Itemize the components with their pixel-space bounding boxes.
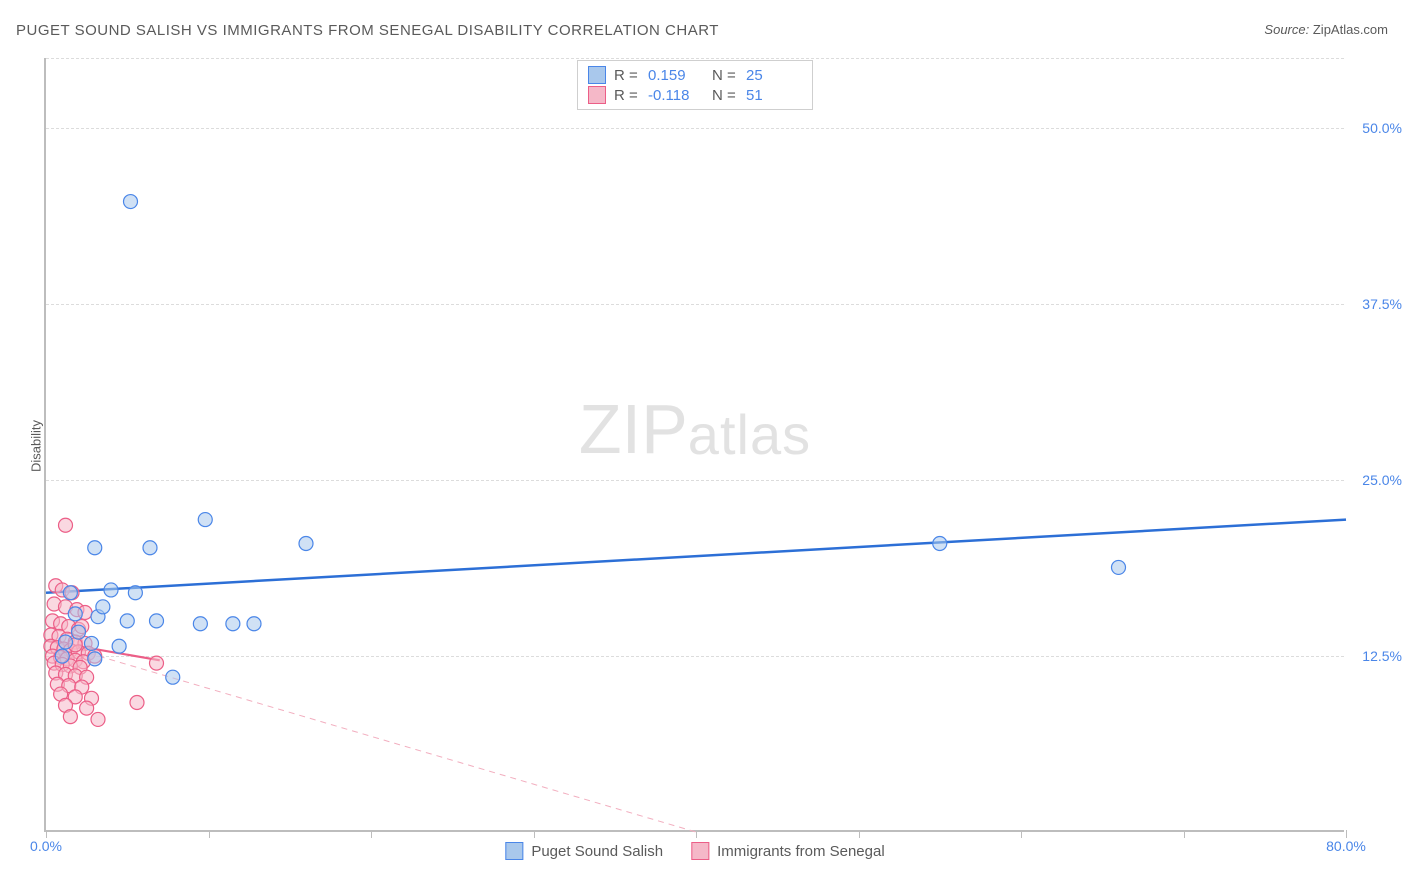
y-tick-label: 37.5% [1362,296,1402,312]
x-tick [209,830,210,838]
y-tick-label: 50.0% [1362,120,1402,136]
source-citation: Source: ZipAtlas.com [1264,22,1388,37]
data-point [120,614,134,628]
x-tick [371,830,372,838]
data-point [80,701,94,715]
data-point [124,195,138,209]
data-point [130,696,144,710]
data-point [247,617,261,631]
data-point [128,586,142,600]
x-tick [1184,830,1185,838]
data-point [96,600,110,614]
data-point [166,670,180,684]
data-point [226,617,240,631]
data-point [299,537,313,551]
y-axis-label: Disability [29,420,44,472]
plot-area: ZIPatlas 12.5%25.0%37.5%50.0%0.0%80.0% R… [44,58,1344,832]
data-point [88,652,102,666]
x-tick-label: 0.0% [30,838,62,854]
data-point [55,649,69,663]
data-point [112,639,126,653]
chart-title: PUGET SOUND SALISH VS IMMIGRANTS FROM SE… [16,22,719,39]
data-point [150,656,164,670]
data-point [150,614,164,628]
data-point [68,607,82,621]
data-point [198,513,212,527]
trend-line [46,641,696,832]
data-point [72,625,86,639]
data-point [104,583,118,597]
x-tick [859,830,860,838]
legend-item: Puget Sound Salish [505,842,663,860]
data-point [933,537,947,551]
legend-swatch-pink [691,842,709,860]
legend-swatch-blue [505,842,523,860]
trend-line [46,520,1346,593]
data-point [63,710,77,724]
x-tick [696,830,697,838]
data-point [59,635,73,649]
data-point [91,712,105,726]
x-tick [1021,830,1022,838]
legend-label: Puget Sound Salish [531,843,663,860]
source-label: Source: [1264,22,1309,37]
legend-series: Puget Sound Salish Immigrants from Seneg… [505,842,884,860]
data-point [193,617,207,631]
data-point [85,636,99,650]
legend-label: Immigrants from Senegal [717,843,885,860]
data-point [1112,560,1126,574]
data-point [143,541,157,555]
source-value: ZipAtlas.com [1313,22,1388,37]
x-tick [534,830,535,838]
x-tick [46,830,47,838]
y-tick-label: 25.0% [1362,472,1402,488]
x-tick [1346,830,1347,838]
x-tick-label: 80.0% [1326,838,1366,854]
data-point [88,541,102,555]
scatter-svg [46,58,1344,830]
data-point [59,518,73,532]
legend-item: Immigrants from Senegal [691,842,885,860]
y-tick-label: 12.5% [1362,648,1402,664]
data-point [63,586,77,600]
